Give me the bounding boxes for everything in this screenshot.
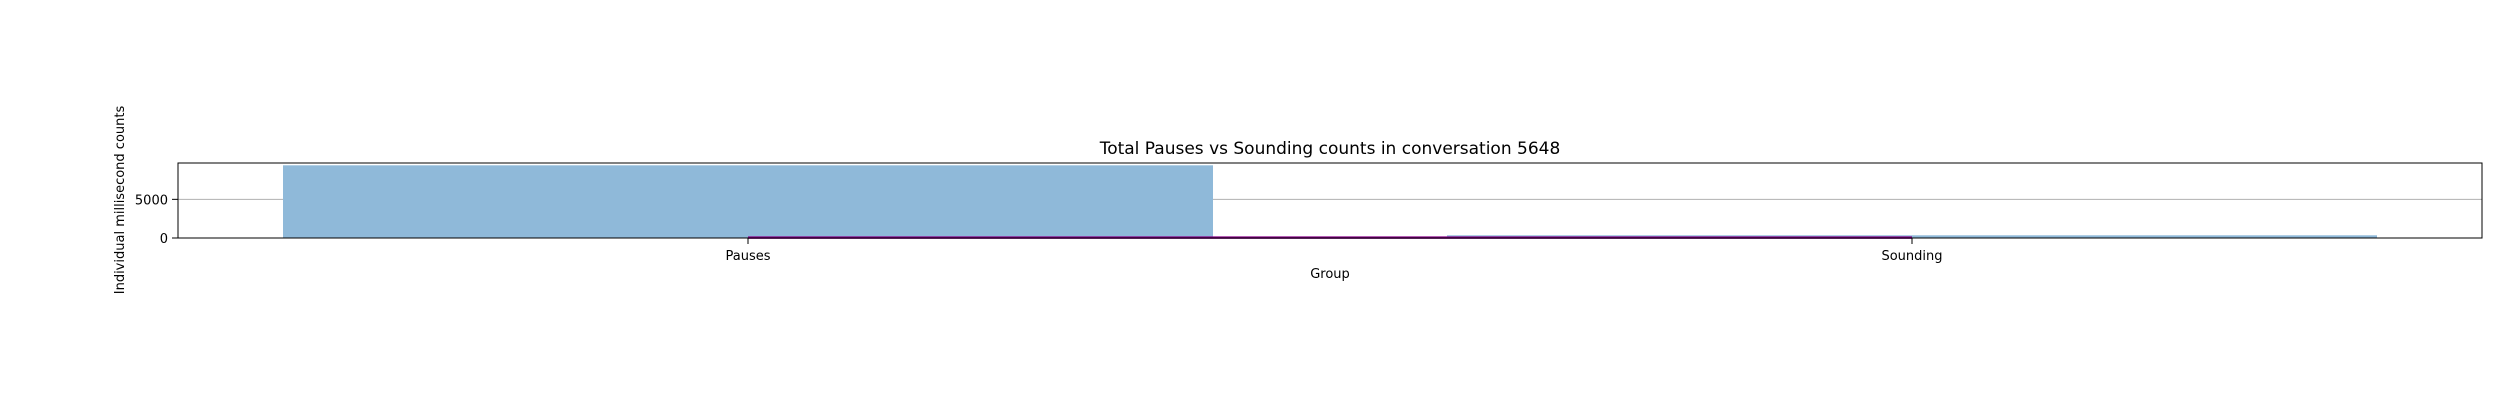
chart-title: Total Pauses vs Sounding counts in conve…: [1099, 139, 1561, 159]
bars-layer: [283, 165, 2377, 238]
y-axis-label: Individual millisecond counts: [113, 106, 128, 295]
y-axis-ticks: 0 5000: [135, 193, 178, 247]
plot-area-frame: [177, 162, 2483, 239]
x-tick-label-sounding: Sounding: [1881, 249, 1942, 264]
bar-pauses: [283, 165, 1213, 238]
x-tick-label-pauses: Pauses: [725, 249, 770, 264]
x-axis-ticks: Pauses Sounding: [725, 238, 1943, 264]
y-tick-label: 5000: [135, 193, 168, 208]
x-axis-label: Group: [1310, 267, 1350, 282]
y-tick-label: 0: [160, 232, 168, 247]
